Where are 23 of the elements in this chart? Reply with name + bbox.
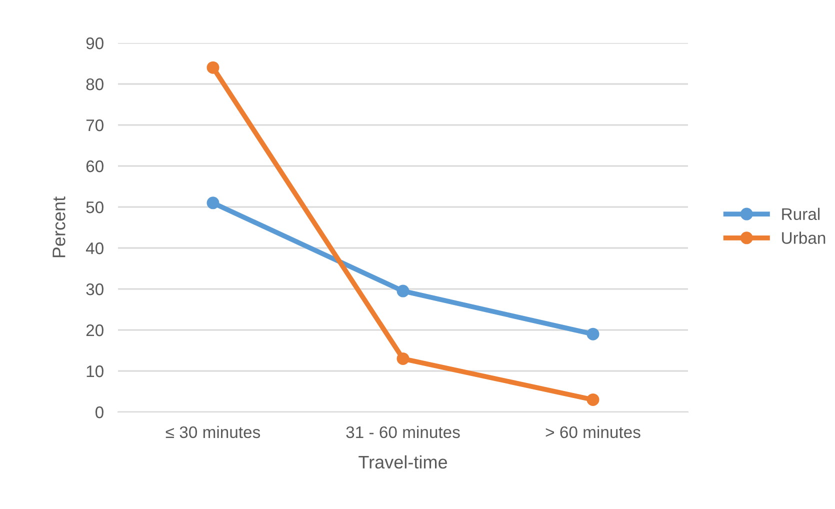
point [396,352,410,365]
y-tick-label: 30 [86,283,104,296]
y-tick-label: 10 [86,365,104,378]
legend-label: Rural [782,208,820,220]
y-tick-label: 80 [86,78,104,90]
point [586,328,600,340]
x-axis-title: Travel-time [358,455,448,469]
x-tick-label: ≤ 30 minutes [166,426,260,438]
y-tick-label: 20 [86,324,104,336]
y-tick-label: 0 [95,406,104,418]
point [396,284,410,298]
y-tick-label: 60 [86,160,104,172]
legend-label: Urban [782,232,826,244]
y-tick-label: 70 [86,119,104,132]
point [586,393,600,406]
point [206,196,220,210]
y-tick-label: 40 [86,242,104,254]
y-tick-label: 50 [86,201,104,214]
point [206,61,220,74]
y-axis-title: Percent [52,196,66,258]
x-tick-label: > 60 minutes [546,426,640,438]
x-tick-label: 31 - 60 minutes [346,426,460,438]
y-tick-label: 90 [86,37,104,50]
